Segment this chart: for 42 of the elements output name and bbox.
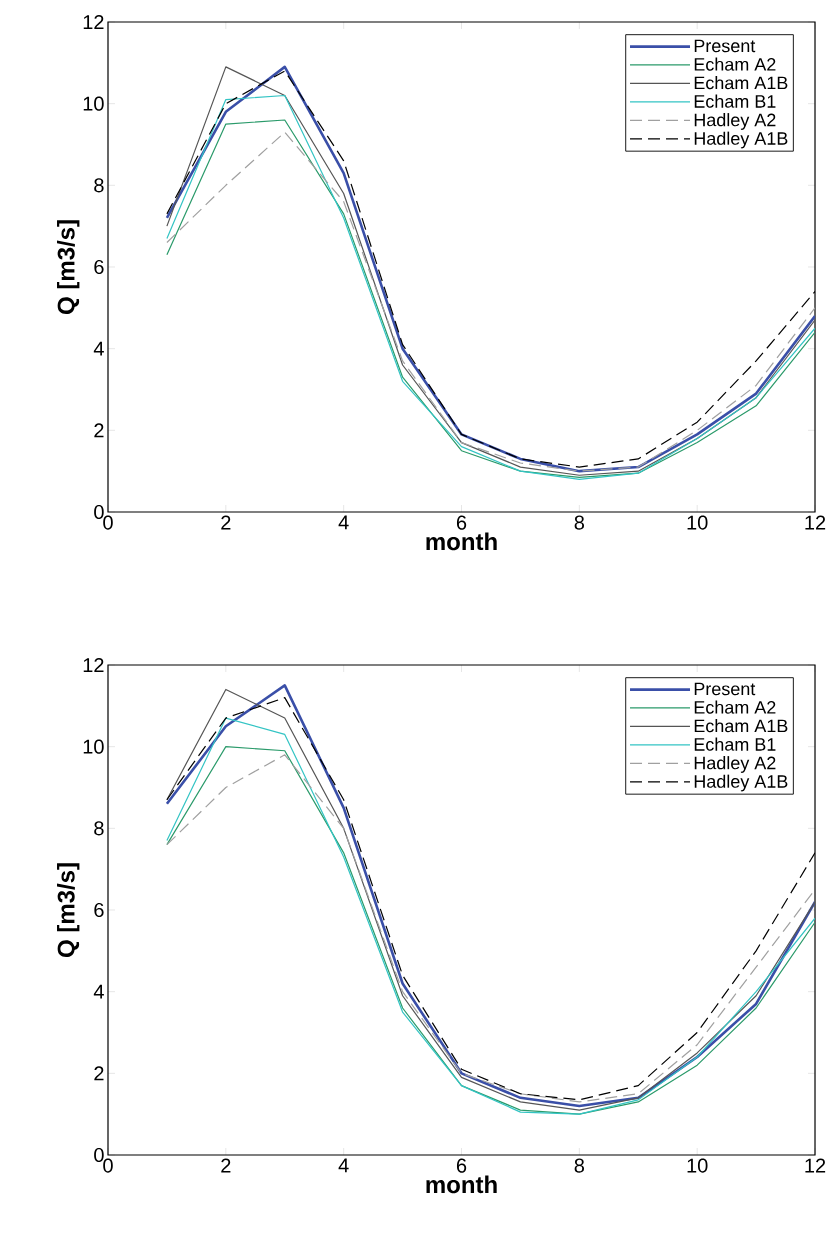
- x-axis-title: month: [426, 1175, 497, 1194]
- legend-label: Echam B1: [694, 94, 776, 108]
- x-tick-label: 6: [456, 1158, 467, 1173]
- legend-label: Hadley A1B: [694, 131, 788, 149]
- y-tick-label: 12: [83, 15, 104, 29]
- x-tick-label: 12: [805, 1158, 826, 1173]
- x-tick-label: 10: [687, 515, 708, 530]
- x-tick-label: 8: [574, 515, 585, 530]
- y-tick-label: 6: [94, 902, 104, 918]
- y-tick-label: 6: [94, 259, 104, 275]
- legend-label: Echam A1B: [694, 719, 788, 733]
- legend-label: Present: [694, 39, 756, 53]
- legend-label: Hadley A2: [694, 113, 776, 130]
- x-tick-label: 2: [221, 515, 231, 530]
- y-tick-label: 0: [94, 1147, 104, 1163]
- y-tick-label: 8: [94, 178, 104, 193]
- y-tick-label: 10: [83, 739, 104, 754]
- legend-label: Hadley A2: [694, 756, 776, 773]
- y-tick-label: 4: [93, 341, 104, 356]
- x-tick-label: 12: [805, 515, 826, 530]
- y-tick-label: 2: [94, 1066, 104, 1081]
- x-tick-label: 4: [338, 515, 349, 530]
- x-tick-label: 6: [456, 515, 467, 530]
- y-tick-label: 10: [83, 96, 104, 111]
- y-tick-label: 12: [83, 658, 104, 672]
- legend-label: Echam A2: [694, 57, 776, 71]
- legend-label: Hadley A1B: [694, 774, 788, 792]
- y-tick-label: 8: [94, 821, 104, 836]
- x-tick-label: 8: [574, 1158, 585, 1173]
- x-axis-title: month: [426, 532, 497, 551]
- y-tick-label: 4: [93, 984, 104, 999]
- legend-label: Echam A1B: [694, 76, 788, 90]
- legend-label: Echam A2: [694, 700, 776, 714]
- y-tick-label: 0: [94, 504, 104, 520]
- y-axis-title: Q [m3/s]: [57, 220, 80, 315]
- x-tick-label: 4: [338, 1158, 349, 1173]
- legend-label: Echam B1: [694, 737, 776, 751]
- y-axis-title: Q [m3/s]: [57, 863, 80, 958]
- legend-label: Present: [694, 682, 756, 696]
- x-tick-label: 10: [687, 1158, 708, 1173]
- x-tick-label: 2: [221, 1158, 231, 1173]
- y-tick-label: 2: [94, 423, 104, 438]
